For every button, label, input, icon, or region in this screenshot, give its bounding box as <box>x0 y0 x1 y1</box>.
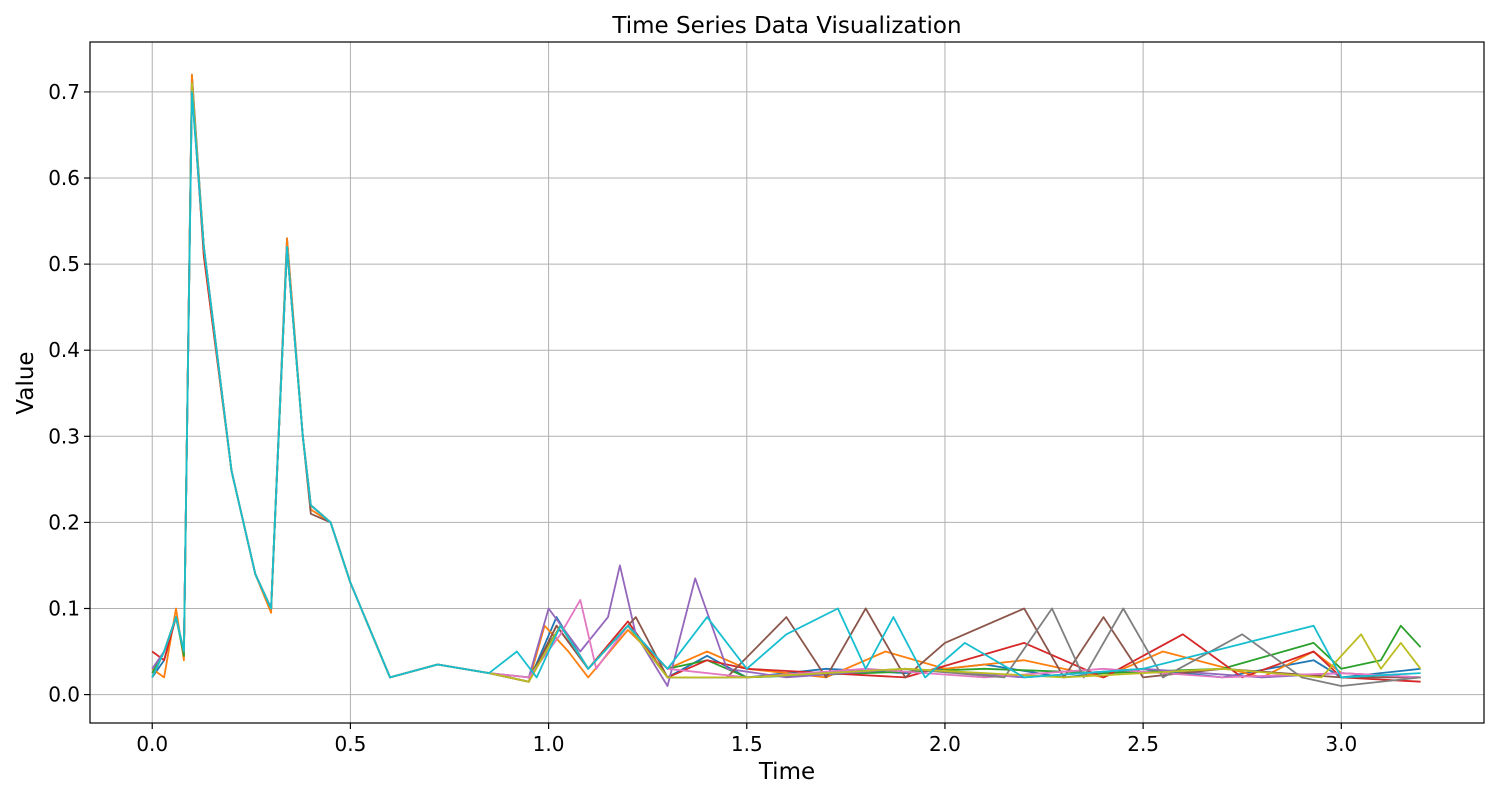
x-tick-label: 0.0 <box>136 732 168 756</box>
y-tick-label: 0.0 <box>48 683 80 707</box>
series-line-8 <box>151 82 1421 687</box>
x-tick-label: 2.0 <box>929 732 961 756</box>
series-line-5 <box>151 82 1421 687</box>
series-line-9 <box>151 82 1422 683</box>
x-tick-label: 2.5 <box>1127 732 1159 756</box>
series-line-6 <box>151 91 1421 683</box>
y-tick-label: 0.1 <box>48 596 80 620</box>
y-tick-label: 0.7 <box>48 80 80 104</box>
series-layer <box>151 73 1422 687</box>
grid-lines <box>90 42 1484 723</box>
series-line-10 <box>151 91 1421 679</box>
y-tick-label: 0.4 <box>48 338 80 362</box>
plot-frame <box>89 41 1485 724</box>
axis-ticks: 0.0 0.5 1.0 1.5 2.0 2.5 3.0 0.0 0.1 0.2 0.3 0.4 0.5 0… <box>48 80 1357 756</box>
y-axis-title: Value <box>13 351 39 414</box>
y-tick-label: 0.6 <box>48 166 80 190</box>
x-tick-label: 0.5 <box>335 732 367 756</box>
y-tick-label: 0.5 <box>48 252 80 276</box>
x-tick-label: 1.0 <box>533 732 565 756</box>
y-tick-label: 0.3 <box>48 424 80 448</box>
x-axis-title: Time <box>758 759 815 785</box>
series-line-3 <box>151 82 1422 679</box>
y-tick-label: 0.2 <box>48 510 80 534</box>
series-line-4 <box>151 82 1421 683</box>
series-line-2 <box>151 73 1421 683</box>
series-line-1 <box>151 73 1421 683</box>
chart-title: Time Series Data Visualization <box>611 13 961 39</box>
x-tick-label: 1.5 <box>731 732 763 756</box>
x-tick-label: 3.0 <box>1325 732 1357 756</box>
series-line-7 <box>151 82 1421 679</box>
